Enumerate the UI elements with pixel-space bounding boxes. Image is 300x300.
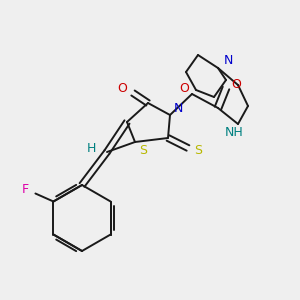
Text: O: O xyxy=(117,82,127,95)
Text: F: F xyxy=(22,183,29,196)
Text: O: O xyxy=(179,82,189,94)
Text: S: S xyxy=(194,145,202,158)
Text: H: H xyxy=(86,142,96,155)
Text: NH: NH xyxy=(225,125,243,139)
Text: N: N xyxy=(173,103,183,116)
Text: O: O xyxy=(231,77,241,91)
Text: N: N xyxy=(223,55,233,68)
Text: S: S xyxy=(139,143,147,157)
